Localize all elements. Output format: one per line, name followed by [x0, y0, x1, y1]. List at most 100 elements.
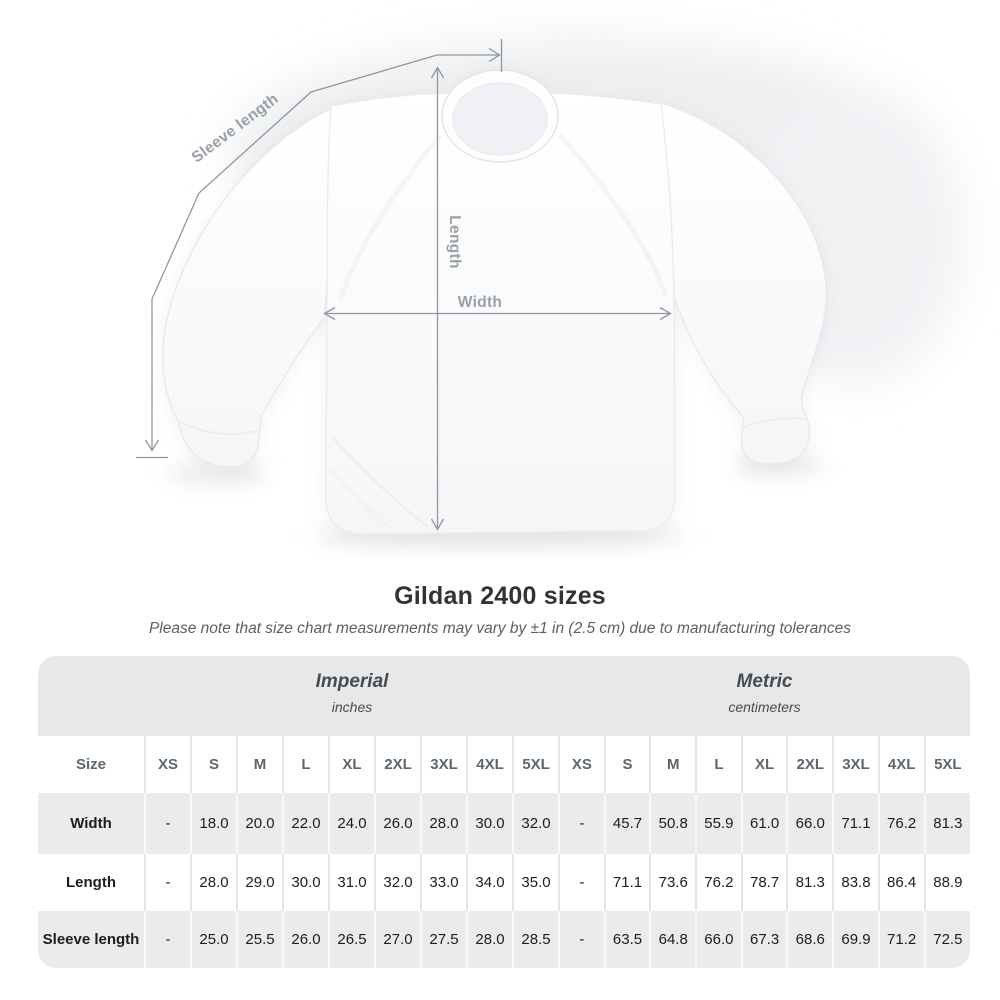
value-cell: 67.3: [740, 911, 788, 968]
row-label: Width: [38, 793, 145, 854]
size-cell: 4XL: [466, 736, 513, 793]
value-cell: 28.0: [420, 793, 467, 854]
imperial-label: Imperial: [315, 671, 389, 692]
value-cell: 24.0: [328, 793, 375, 854]
value-cell: 71.2: [877, 911, 925, 968]
value-cell: 31.0: [328, 854, 375, 911]
size-cell: 3XL: [832, 736, 879, 793]
size-cell: 5XL: [923, 736, 970, 793]
row-label: Length: [38, 854, 145, 911]
value-cell: 28.5: [512, 911, 559, 968]
value-cell: 26.0: [282, 911, 329, 968]
size-cell: S: [190, 736, 237, 793]
value-cell: -: [558, 911, 605, 968]
value-cell: 88.9: [923, 854, 970, 911]
arrow-right-icon: [488, 47, 501, 63]
measurement-lines: [136, 39, 672, 531]
value-cell: 63.5: [603, 911, 651, 968]
value-cell: 22.0: [282, 793, 329, 854]
page-title: Gildan 2400 sizes: [394, 582, 606, 610]
size-cell: 2XL: [786, 736, 834, 793]
value-cell: 50.8: [649, 793, 697, 854]
value-cell: 81.3: [786, 854, 834, 911]
imperial-sublabel: inches: [331, 699, 373, 715]
value-cell: 30.0: [282, 854, 329, 911]
arrow-right-icon: [659, 306, 672, 321]
value-cell: 20.0: [236, 793, 283, 854]
value-cell: 30.0: [466, 793, 513, 854]
left-sleeve: [161, 102, 343, 468]
page-subtitle: Please note that size chart measurements…: [148, 620, 852, 637]
value-cell: 33.0: [420, 854, 467, 911]
value-cell: 69.9: [832, 911, 879, 968]
value-cell: -: [144, 793, 191, 854]
value-cell: 27.0: [374, 911, 421, 968]
size-cell: 3XL: [420, 736, 467, 793]
shirt-diagram-svg: Sleeve length Length Width: [136, 38, 965, 549]
size-cell: L: [282, 736, 329, 793]
arrow-down-icon: [144, 439, 160, 452]
value-cell: 66.0: [786, 793, 834, 854]
arrow-up-icon: [430, 66, 445, 79]
value-cell: 68.6: [786, 911, 834, 968]
width-row: Width - 18.0 20.0 22.0 24.0 26.0 28.0 30…: [38, 793, 970, 854]
metric-sublabel: centimeters: [728, 699, 801, 715]
value-cell: 66.0: [695, 911, 742, 968]
value-cell: -: [144, 911, 191, 968]
size-cell: L: [695, 736, 742, 793]
size-cell: M: [236, 736, 283, 793]
size-cell: 4XL: [877, 736, 925, 793]
value-cell: 27.5: [420, 911, 467, 968]
metric-section-header: Metric centimeters: [559, 671, 970, 715]
value-cell: 32.0: [374, 854, 421, 911]
value-cell: -: [558, 854, 605, 911]
value-cell: 71.1: [603, 854, 651, 911]
value-cell: 29.0: [236, 854, 283, 911]
size-col-header: Size: [38, 736, 145, 793]
value-cell: 78.7: [740, 854, 788, 911]
size-cell: M: [649, 736, 697, 793]
value-cell: 35.0: [512, 854, 559, 911]
value-cell: 83.8: [832, 854, 879, 911]
value-cell: 18.0: [190, 793, 237, 854]
imperial-section-header: Imperial inches: [145, 671, 559, 715]
row-label: Sleeve length: [38, 911, 145, 968]
value-cell: 71.1: [832, 793, 879, 854]
width-label: Width: [458, 294, 502, 311]
value-cell: 34.0: [466, 854, 513, 911]
length-row: Length - 28.0 29.0 30.0 31.0 32.0 33.0 3…: [38, 854, 970, 911]
sleeve-length-line: [151, 54, 499, 449]
length-label: Length: [446, 215, 463, 268]
arrow-left-icon: [323, 306, 336, 321]
heading-block: Gildan 2400 sizes Please note that size …: [0, 582, 1000, 638]
size-cell: XL: [740, 736, 788, 793]
units-band: Imperial inches Metric centimeters: [38, 656, 970, 736]
value-cell: 72.5: [923, 911, 970, 968]
value-cell: 81.3: [923, 793, 970, 854]
value-cell: -: [144, 854, 191, 911]
value-cell: 76.2: [695, 854, 742, 911]
value-cell: 28.0: [190, 854, 237, 911]
size-cell: S: [603, 736, 651, 793]
size-cell: XL: [328, 736, 375, 793]
value-cell: 26.5: [328, 911, 375, 968]
value-cell: 86.4: [877, 854, 925, 911]
metric-label: Metric: [736, 671, 793, 692]
shirt-measurement-diagram: Sleeve length Length Width: [136, 38, 965, 549]
value-cell: 61.0: [740, 793, 788, 854]
size-cell: 5XL: [512, 736, 559, 793]
right-sleeve: [651, 99, 827, 465]
sleeve-length-row: Sleeve length - 25.0 25.5 26.0 26.5 27.0…: [38, 911, 970, 968]
value-cell: 25.0: [190, 911, 237, 968]
value-cell: 76.2: [877, 793, 925, 854]
size-table: Imperial inches Metric centimeters Size …: [38, 656, 970, 968]
arrow-down-icon: [430, 518, 445, 531]
value-cell: 25.5: [236, 911, 283, 968]
value-cell: 28.0: [466, 911, 513, 968]
value-cell: 26.0: [374, 793, 421, 854]
size-cell: XS: [144, 736, 191, 793]
value-cell: 45.7: [603, 793, 651, 854]
value-cell: 64.8: [649, 911, 697, 968]
collar: [441, 69, 559, 163]
